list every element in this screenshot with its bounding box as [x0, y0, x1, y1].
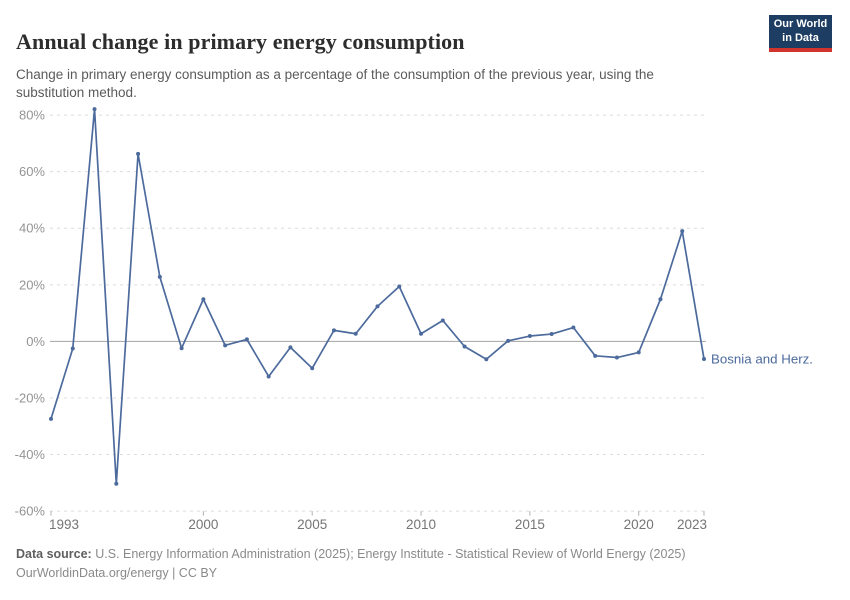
data-point: [353, 331, 358, 336]
data-point: [571, 325, 576, 330]
y-tick-label: 40%: [19, 221, 45, 236]
series-end-label: Bosnia and Herz.: [711, 351, 813, 366]
data-point: [636, 350, 641, 355]
license-line: OurWorldinData.org/energy | CC BY: [16, 566, 218, 581]
data-point: [484, 357, 489, 362]
owid-logo-line1: Our World: [773, 17, 828, 30]
data-point: [506, 338, 511, 343]
data-point: [527, 334, 532, 339]
data-source-text: U.S. Energy Information Administration (…: [91, 547, 686, 561]
data-point: [244, 337, 249, 342]
page-title: Annual change in primary energy consumpt…: [16, 28, 465, 54]
owid-logo: Our World in Data: [769, 15, 832, 52]
data-point: [419, 331, 424, 336]
data-point: [614, 355, 619, 360]
y-tick-label: -60%: [15, 504, 46, 519]
data-point: [179, 346, 184, 351]
data-line: [50, 108, 705, 485]
data-point: [702, 356, 706, 361]
owid-logo-line2: in Data: [782, 31, 819, 44]
data-point: [136, 151, 141, 156]
y-tick-label: 20%: [19, 277, 45, 292]
data-point: [157, 274, 162, 279]
y-tick-label: 80%: [19, 108, 45, 123]
data-point: [288, 345, 293, 350]
y-tick-label: -40%: [15, 447, 46, 462]
data-point: [440, 318, 445, 323]
data-point: [593, 353, 598, 358]
data-point: [397, 284, 402, 289]
y-tick-label: 0%: [26, 334, 45, 349]
x-tick-label: 2023: [677, 517, 707, 532]
data-source-line: Data source: U.S. Energy Information Adm…: [16, 545, 796, 564]
data-point: [462, 344, 467, 349]
data-point: [331, 328, 336, 333]
data-point: [114, 481, 119, 486]
page-subtitle: Change in primary energy consumption as …: [16, 66, 654, 101]
chart-footer: Data source: U.S. Energy Information Adm…: [16, 545, 796, 584]
data-point: [266, 374, 271, 379]
x-tick-label: 2000: [188, 517, 218, 532]
data-point: [201, 297, 206, 302]
x-tick-label: 2005: [297, 517, 327, 532]
data-point: [223, 343, 228, 348]
data-source-label: Data source:: [16, 547, 92, 561]
data-point: [310, 366, 315, 371]
data-point: [549, 332, 554, 337]
data-point: [658, 297, 663, 302]
data-point: [375, 304, 380, 309]
y-tick-label: -20%: [15, 390, 46, 405]
x-tick-label: 2020: [624, 517, 654, 532]
x-tick-label: 2015: [515, 517, 545, 532]
data-point: [680, 229, 685, 234]
x-tick-label: 2010: [406, 517, 436, 532]
data-point: [92, 107, 97, 112]
x-tick-label: 1993: [49, 517, 79, 532]
y-tick-label: 60%: [19, 164, 45, 179]
data-point: [49, 416, 53, 421]
data-point: [70, 346, 75, 351]
